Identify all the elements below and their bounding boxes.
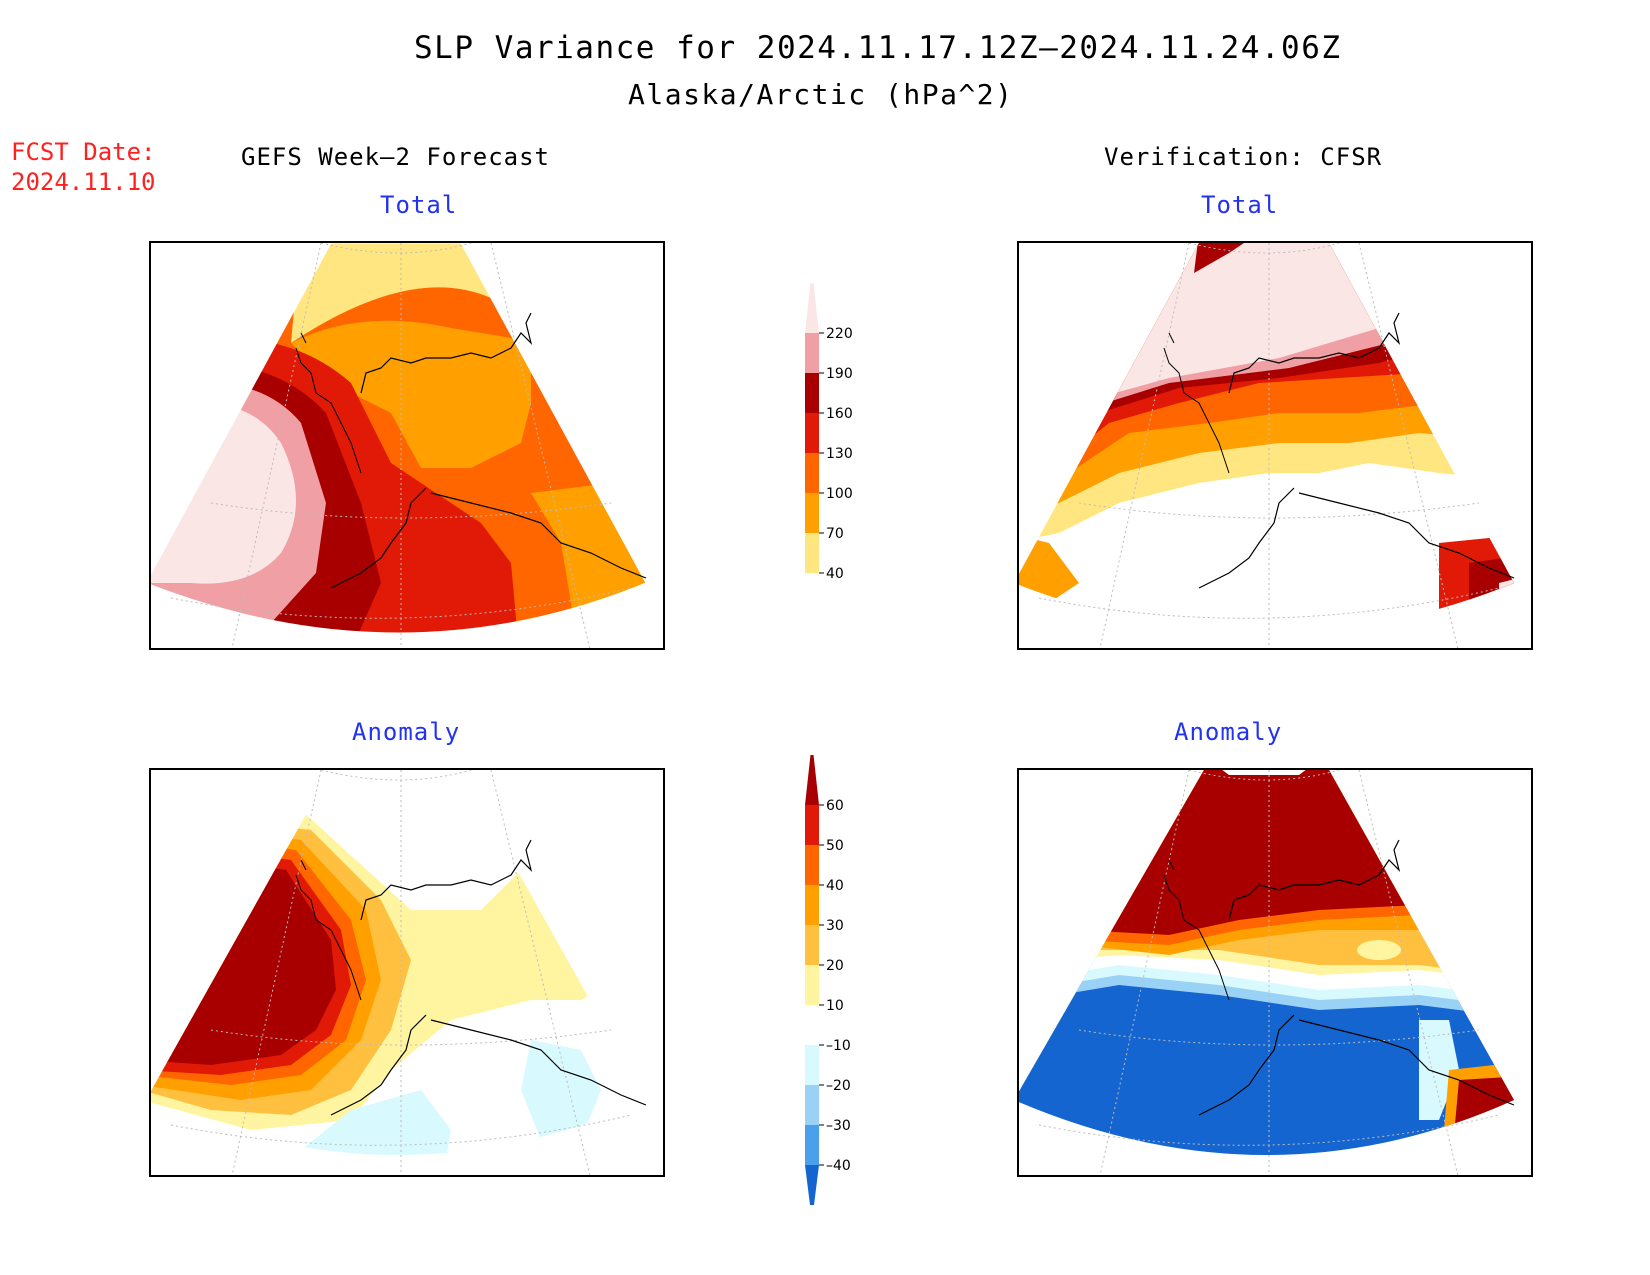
- pale-cyan-south-region: [301, 1090, 451, 1155]
- total-colorbar-swatch: [805, 373, 819, 413]
- bottom-right-panel-title: Anomaly: [1174, 718, 1283, 746]
- total-colorbar-swatch-top: [805, 269, 819, 333]
- verification-anomaly-map: [1017, 768, 1533, 1177]
- total-colorbar-tick-label: 40: [826, 566, 844, 582]
- total-colorbar-tick-label: 160: [826, 406, 853, 422]
- anomaly-colorbar-swatch: [805, 805, 819, 845]
- total-colorbar-swatch: [805, 453, 819, 493]
- anomaly-colorbar-tick-label: 40: [826, 878, 844, 894]
- anomaly-colorbar-swatch: [805, 1045, 819, 1085]
- anomaly-colorbar-swatch: [805, 885, 819, 925]
- anomaly-colorbar-swatch-top: [805, 741, 819, 805]
- top-left-panel-title: Total: [380, 191, 458, 219]
- anomaly-colorbar-swatch: [805, 845, 819, 885]
- anomaly-colorbar-tick-label: 30: [826, 918, 844, 934]
- verification-header: Verification: CFSR: [1104, 143, 1383, 171]
- total-colorbar-tick-label: 220: [826, 326, 853, 342]
- top-right-panel-title: Total: [1201, 191, 1279, 219]
- bottom-left-panel-title: Anomaly: [352, 718, 461, 746]
- anomaly-colorbar-svg: 60 50 40 30 20 10 –10 –20 –30 –40: [805, 741, 851, 1221]
- total-colorbar-tick-label: 130: [826, 446, 853, 462]
- anomaly-colorbar-swatch: [805, 965, 819, 1005]
- fcst-date-label: FCST Date:: [11, 138, 156, 166]
- total-colorbar-tick-label: 190: [826, 366, 853, 382]
- dark-red-region: [1019, 770, 1514, 940]
- total-colorbar-swatch-bottom: [805, 573, 819, 629]
- subtitle: Alaska/Arctic (hPa^2): [628, 78, 1014, 111]
- amber-region: [291, 320, 531, 468]
- total-colorbar-svg: 220 190 160 130 100 70 40: [805, 269, 853, 629]
- anomaly-colorbar-swatch: [805, 1005, 819, 1045]
- anomaly-colorbar-tick-label: 20: [826, 958, 844, 974]
- verification-total-map: [1017, 241, 1533, 650]
- total-colorbar-tick-label: 70: [826, 526, 844, 542]
- anomaly-colorbar-tick-label: 10: [826, 998, 844, 1014]
- anomaly-colorbar: 60 50 40 30 20 10 –10 –20 –30 –40: [795, 741, 865, 1221]
- anomaly-colorbar-tick-label: –10: [826, 1038, 851, 1054]
- anomaly-colorbar-tick-label: 50: [826, 838, 844, 854]
- forecast-total-map: [149, 241, 665, 650]
- total-colorbar: 220 190 160 130 100 70 40: [795, 269, 865, 629]
- total-colorbar-tick-label: 100: [826, 486, 853, 502]
- pale-cyan-east-region: [521, 1040, 601, 1140]
- forecast-anomaly-map: [149, 768, 665, 1177]
- anomaly-colorbar-tick-label: 60: [826, 798, 844, 814]
- total-colorbar-swatch: [805, 333, 819, 373]
- main-title: SLP Variance for 2024.11.17.12Z–2024.11.…: [414, 30, 1342, 66]
- anomaly-colorbar-swatch: [805, 1085, 819, 1125]
- anomaly-colorbar-tick-label: –40: [826, 1158, 851, 1174]
- total-colorbar-swatch: [805, 493, 819, 533]
- fcst-date-value: 2024.11.10: [11, 168, 156, 196]
- anomaly-colorbar-tick-label: –20: [826, 1078, 851, 1094]
- total-colorbar-swatch: [805, 413, 819, 453]
- anomaly-colorbar-swatch: [805, 925, 819, 965]
- anomaly-colorbar-swatch: [805, 1125, 819, 1165]
- total-colorbar-swatch: [805, 533, 819, 573]
- anomaly-colorbar-tick-label: –30: [826, 1118, 851, 1134]
- forecast-header: GEFS Week–2 Forecast: [241, 143, 550, 171]
- anomaly-colorbar-swatch-bottom: [805, 1165, 819, 1221]
